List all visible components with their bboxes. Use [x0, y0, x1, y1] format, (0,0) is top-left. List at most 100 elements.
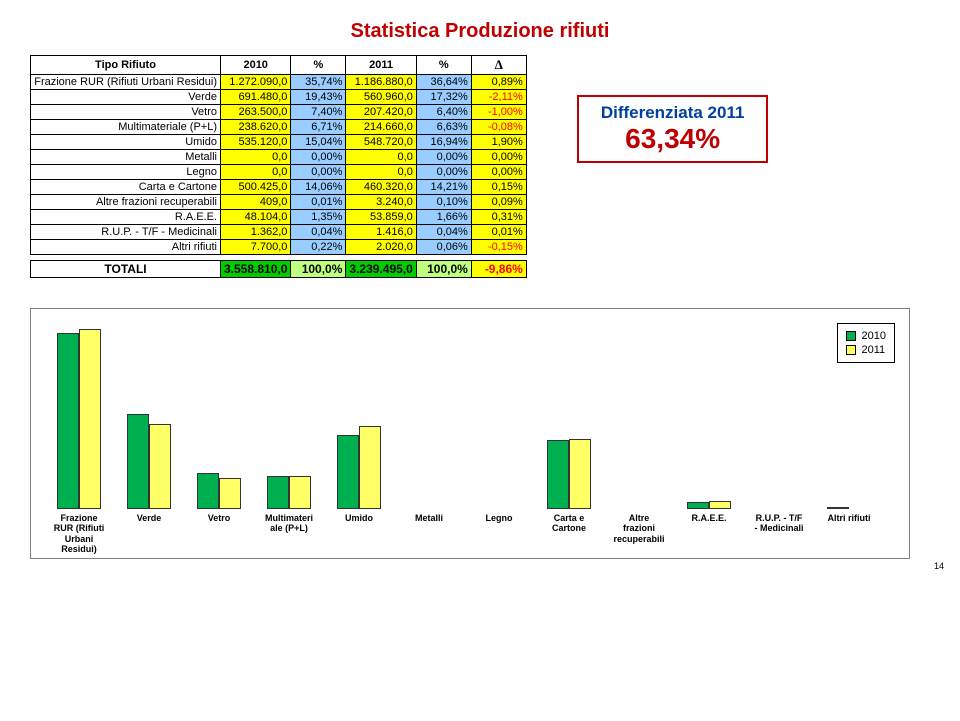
- axis-label: R.U.P. - T/F - Medicinali: [753, 513, 805, 554]
- cell-label: Umido: [31, 135, 221, 150]
- axis-label: Legno: [473, 513, 525, 554]
- chart-axis-labels: Frazione RUR (Rifiuti Urbani Residui)Ver…: [47, 509, 893, 554]
- cell-p2: 1,66%: [416, 210, 471, 225]
- bar-2011: [709, 501, 731, 509]
- page-title: Statistica Produzione rifiuti: [30, 20, 930, 43]
- table-row: Metalli0,00,00%0,00,00%0,00%: [31, 150, 527, 165]
- cell-v1: 500.425,0: [221, 180, 291, 195]
- table-row: Altri rifiuti7.700,00,22%2.020,00,06%-0,…: [31, 240, 527, 255]
- cell-label: Frazione RUR (Rifiuti Urbani Residui): [31, 75, 221, 90]
- bar-group: [123, 414, 175, 509]
- total-v2: 3.239.495,0: [346, 261, 416, 278]
- total-label: TOTALI: [31, 261, 221, 278]
- differenziata-box: Differenziata 2011 63,34%: [577, 95, 769, 163]
- bar-2010: [197, 473, 219, 509]
- chart-legend: 2010 2011: [837, 323, 895, 363]
- axis-label: Metalli: [403, 513, 455, 554]
- diff-box-title: Differenziata 2011: [601, 103, 745, 123]
- cell-p1: 0,00%: [291, 150, 346, 165]
- cell-p2: 0,06%: [416, 240, 471, 255]
- total-delta: -9,86%: [471, 261, 526, 278]
- bar-2011: [289, 476, 311, 509]
- bar-2010: [827, 507, 849, 509]
- table-row: Vetro263.500,07,40%207.420,06,40%-1,00%: [31, 105, 527, 120]
- cell-v1: 409,0: [221, 195, 291, 210]
- axis-label: Altri rifiuti: [823, 513, 875, 554]
- cell-p2: 0,04%: [416, 225, 471, 240]
- cell-p2: 14,21%: [416, 180, 471, 195]
- cell-delta: -2,11%: [471, 90, 526, 105]
- total-v1: 3.558.810,0: [221, 261, 291, 278]
- table-row: Umido535.120,015,04%548.720,016,94%1,90%: [31, 135, 527, 150]
- cell-delta: -0,15%: [471, 240, 526, 255]
- table-row: Verde691.480,019,43%560.960,017,32%-2,11…: [31, 90, 527, 105]
- cell-label: Carta e Cartone: [31, 180, 221, 195]
- bar-2011: [219, 478, 241, 509]
- chart-block: 2010 2011 Frazione RUR (Rifiuti Urbani Re…: [30, 308, 910, 559]
- cell-v2: 53.859,0: [346, 210, 416, 225]
- cell-p2: 6,63%: [416, 120, 471, 135]
- axis-label: Verde: [123, 513, 175, 554]
- legend-swatch: [846, 331, 856, 341]
- cell-p2: 6,40%: [416, 105, 471, 120]
- cell-p2: 0,00%: [416, 150, 471, 165]
- cell-v1: 1.272.090,0: [221, 75, 291, 90]
- bar-2010: [547, 440, 569, 509]
- cell-v2: 214.660,0: [346, 120, 416, 135]
- cell-label: Multimateriale (P+L): [31, 120, 221, 135]
- cell-p2: 16,94%: [416, 135, 471, 150]
- cell-label: Legno: [31, 165, 221, 180]
- table-row: Frazione RUR (Rifiuti Urbani Residui)1.2…: [31, 75, 527, 90]
- bar-2011: [79, 329, 101, 509]
- bar-group: [193, 473, 245, 509]
- table-header-row: Tipo Rifiuto 2010 % 2011 % ∆: [31, 56, 527, 75]
- page-number: 14: [934, 561, 944, 571]
- bar-2010: [687, 502, 709, 509]
- cell-delta: 1,90%: [471, 135, 526, 150]
- col-2010: 2010: [221, 56, 291, 75]
- cell-delta: 0,01%: [471, 225, 526, 240]
- cell-v1: 7.700,0: [221, 240, 291, 255]
- col-label: Tipo Rifiuto: [31, 56, 221, 75]
- cell-label: Metalli: [31, 150, 221, 165]
- bar-2010: [127, 414, 149, 509]
- cell-v2: 548.720,0: [346, 135, 416, 150]
- cell-p1: 0,00%: [291, 165, 346, 180]
- bar-group: [263, 476, 315, 509]
- legend-item: 2010: [846, 330, 886, 342]
- axis-label: Vetro: [193, 513, 245, 554]
- cell-delta: 0,09%: [471, 195, 526, 210]
- bar-group: [683, 501, 735, 509]
- cell-label: Vetro: [31, 105, 221, 120]
- bar-2010: [337, 435, 359, 509]
- cell-v1: 0,0: [221, 165, 291, 180]
- cell-p1: 14,06%: [291, 180, 346, 195]
- cell-v2: 460.320,0: [346, 180, 416, 195]
- cell-v1: 48.104,0: [221, 210, 291, 225]
- bar-2011: [359, 426, 381, 509]
- axis-label: Umido: [333, 513, 385, 554]
- cell-p2: 0,00%: [416, 165, 471, 180]
- axis-label: Carta e Cartone: [543, 513, 595, 554]
- cell-p2: 0,10%: [416, 195, 471, 210]
- cell-delta: 0,00%: [471, 165, 526, 180]
- cell-v2: 560.960,0: [346, 90, 416, 105]
- bar-2010: [267, 476, 289, 509]
- table-row: Carta e Cartone500.425,014,06%460.320,01…: [31, 180, 527, 195]
- cell-p1: 19,43%: [291, 90, 346, 105]
- axis-label: Multimateriale (P+L): [263, 513, 315, 554]
- total-p1: 100,0%: [291, 261, 346, 278]
- cell-v2: 207.420,0: [346, 105, 416, 120]
- legend-swatch: [846, 345, 856, 355]
- cell-delta: 0,15%: [471, 180, 526, 195]
- total-p2: 100,0%: [416, 261, 471, 278]
- legend-label: 2011: [862, 344, 886, 356]
- cell-p2: 36,64%: [416, 75, 471, 90]
- cell-delta: 0,31%: [471, 210, 526, 225]
- cell-p1: 15,04%: [291, 135, 346, 150]
- axis-label: Altre frazioni recuperabili: [613, 513, 665, 554]
- cell-v1: 535.120,0: [221, 135, 291, 150]
- cell-p1: 1,35%: [291, 210, 346, 225]
- cell-delta: 0,89%: [471, 75, 526, 90]
- cell-v1: 0,0: [221, 150, 291, 165]
